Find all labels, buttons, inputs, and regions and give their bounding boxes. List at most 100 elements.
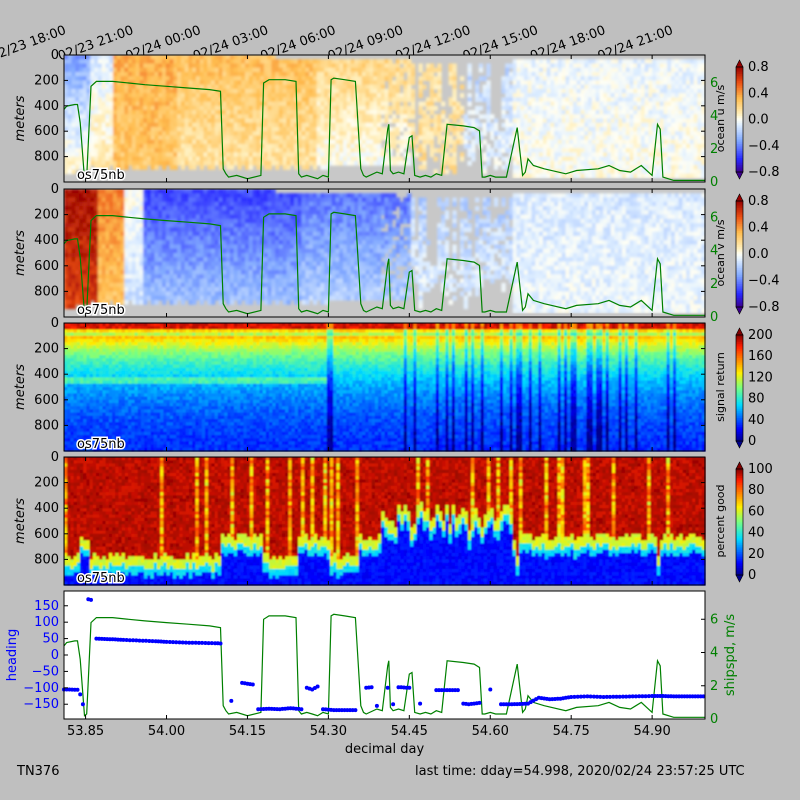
field-cell [633,63,637,68]
field-cell [652,93,656,98]
field-cell [354,157,358,162]
field-cell [72,270,76,275]
field-cell [109,72,113,77]
field-cell [113,257,117,262]
field-cell [599,119,603,124]
field-cell [347,123,351,128]
field-cell [75,68,79,73]
field-cell [501,114,505,119]
field-cell [143,193,147,198]
field-cell [573,80,577,85]
field-cell [264,106,268,111]
field-cell [177,127,181,132]
field-cell [253,85,257,90]
field-cell [641,140,645,145]
field-cell [633,85,637,90]
field-cell [132,240,136,245]
field-cell [418,119,422,124]
field-cell [637,102,641,107]
field-cell [211,144,215,149]
field-cell [226,161,230,166]
field-cell [369,93,373,98]
field-cell [253,76,257,81]
field-cell [298,140,302,145]
field-cell [94,55,98,60]
field-cell [607,89,611,94]
field-cell [215,119,219,124]
field-cell [215,76,219,81]
field-cell [599,127,603,132]
field-cell [641,76,645,81]
field-cell [158,127,162,132]
field-cell [483,97,487,102]
field-cell [675,85,679,90]
field-cell [641,106,645,111]
field-cell [222,89,226,94]
field-cell [151,119,155,124]
field-cell [196,55,200,60]
field-cell [577,131,581,136]
field-cell [603,152,607,157]
field-cell [72,144,76,149]
field-cell [535,89,539,94]
field-cell [317,59,321,64]
field-cell [460,93,464,98]
field-cell [656,174,660,179]
field-cell [275,140,279,145]
field-cell [483,152,487,157]
field-cell [562,68,566,73]
field-cell [211,97,215,102]
field-cell [283,97,287,102]
field-cell [309,85,313,90]
field-cell [207,72,211,77]
field-cell [207,131,211,136]
field-cell [667,144,671,149]
field-cell [592,135,596,140]
field-cell [177,80,181,85]
field-cell [392,140,396,145]
field-cell [117,148,121,153]
field-cell [188,93,192,98]
field-cell [577,140,581,145]
field-cell [434,114,438,119]
field-cell [79,193,83,198]
field-cell [83,257,87,262]
field-cell [407,80,411,85]
field-cell [592,169,596,174]
field-cell [79,227,83,232]
field-cell [577,110,581,115]
field-cell [645,140,649,145]
field-cell [302,127,306,132]
field-cell [641,85,645,90]
field-cell [121,202,125,207]
field-cell [64,89,68,94]
field-cell [143,76,147,81]
field-cell [671,148,675,153]
field-cell [64,169,68,174]
field-cell [128,244,132,249]
field-cell [75,189,79,194]
field-cell [577,102,581,107]
field-cell [637,131,641,136]
field-cell [671,169,675,174]
field-cell [166,157,170,162]
field-cell [154,198,158,203]
field-cell [656,114,660,119]
field-cell [117,119,121,124]
field-cell [188,114,192,119]
field-cell [320,152,324,157]
field-cell [136,249,140,254]
field-cell [98,202,102,207]
field-cell [535,148,539,153]
field-cell [577,157,581,162]
field-cell [102,110,106,115]
field-cell [528,110,532,115]
field-cell [68,55,72,60]
field-cell [283,152,287,157]
field-cell [275,106,279,111]
field-cell [588,68,592,73]
field-cell [694,114,698,119]
field-cell [449,161,453,166]
field-cell [633,110,637,115]
field-cell [618,97,622,102]
